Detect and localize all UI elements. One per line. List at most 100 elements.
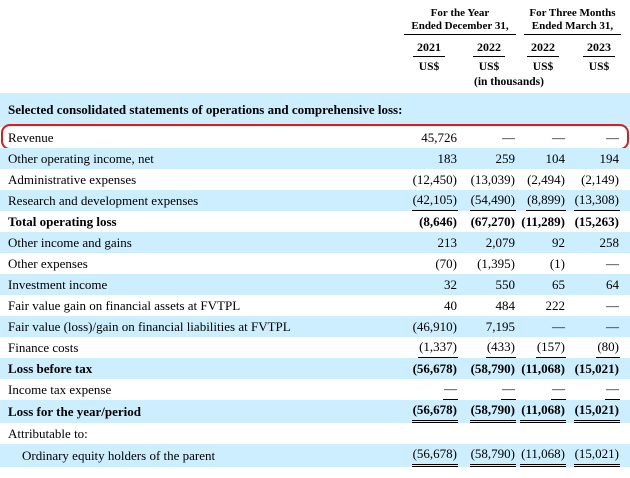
row-value: (1) [549,255,565,271]
section-header: Selected consolidated statements of oper… [8,101,403,117]
row-value: (15,263) [574,213,619,229]
table-row: Loss before tax (56,678) (58,790) (11,06… [0,358,630,379]
column-group-quarterly: For Three Months Ended March 31, [524,7,621,35]
table-row: Fair value gain on financial assets at F… [0,295,630,316]
row-value: (56,678) [412,360,457,376]
row-value: — [502,129,515,145]
row-value: 194 [599,150,620,166]
row-value: (8,646) [419,213,457,229]
column-group-quarterly-line1: For Three Months [529,7,616,19]
row-value: (1,395) [477,255,515,271]
table-row: Revenue 45,726 — — — [0,124,630,150]
row-value: 484 [495,297,516,313]
year-label: 2022 [473,40,505,57]
row-value: 550 [495,276,516,292]
row-value: 7,195 [485,318,515,334]
table-row: Total operating loss (8,646) (67,270) (1… [0,211,630,232]
row-value: (15,021) [573,400,620,423]
column-group-annual-line1: For the Year [430,7,490,19]
row-label: Attributable to: [8,425,88,441]
table-row: Fair value (loss)/gain on financial liab… [0,316,630,337]
row-label: Loss for the year/period [8,403,141,419]
row-value: — [501,379,516,400]
row-value: 64 [606,276,619,292]
table-body: Selected consolidated statements of oper… [0,93,630,467]
row-value: 213 [437,234,458,250]
row-value: (42,105) [411,190,458,211]
row-value: 258 [599,234,620,250]
table-row: Administrative expenses (12,450) (13,039… [0,169,630,190]
table-row: Other income and gains 213 2,079 92 258 [0,232,630,253]
table-row: Other operating income, net 183 259 104 … [0,148,630,169]
column-group-annual-line2: Ended December 31, [411,19,509,32]
row-label: Other income and gains [8,234,132,250]
row-label: Total operating loss [8,213,117,229]
row-value: (11,068) [520,444,566,467]
row-value: — [606,129,619,145]
row-label: Fair value (loss)/gain on financial liab… [8,318,291,334]
row-value: (8,899) [526,190,566,211]
row-value: (46,910) [412,318,457,334]
row-value: 2,079 [485,234,515,250]
row-label: Loss before tax [8,360,93,376]
row-value: 65 [552,276,565,292]
row-value: — [552,318,565,334]
year-label: 2023 [583,40,615,57]
table-row: Finance costs (1,337) (433) (157) (80) [0,337,630,358]
row-value: (2,494) [527,171,565,187]
row-value: 45,726 [421,129,457,145]
row-value: (2,149) [581,171,619,187]
row-value: (70) [435,255,457,271]
row-value: (13,039) [470,171,515,187]
row-value: (58,790) [470,360,515,376]
year-label: 2021 [413,40,445,57]
row-value: 259 [495,150,516,166]
row-label: Administrative expenses [8,171,137,187]
column-group-annual: For the Year Ended December 31, [404,7,516,35]
units-note: (in thousands) [474,76,544,88]
currency-label: US$ [532,61,554,73]
row-value: 183 [437,150,458,166]
table-header: For the Year Ended December 31, For Thre… [0,0,630,93]
column-group-quarterly-line2: Ended March 31, [531,19,614,32]
row-value: — [606,255,619,271]
row-value: (67,270) [470,213,515,229]
table-row: Income tax expense — — — — [0,379,630,400]
row-label: Fair value gain on financial assets at F… [8,297,241,313]
row-value: (58,790) [469,444,516,467]
row-value: 40 [444,297,457,313]
row-value: — [552,129,565,145]
row-value: (58,790) [469,400,516,423]
table-row: Loss for the year/period (56,678) (58,79… [0,400,630,423]
currency-label: US$ [478,61,500,73]
table-row: Research and development expenses (42,10… [0,190,630,211]
row-value: — [606,318,619,334]
row-value: 32 [444,276,457,292]
row-label: Other operating income, net [8,150,154,166]
row-value: (56,678) [411,444,458,467]
table-row: Other expenses (70) (1,395) (1) — [0,253,630,274]
table-row: Attributable to: [0,423,630,444]
row-label: Research and development expenses [8,192,199,208]
row-value: — [606,297,619,313]
row-value: (15,021) [573,444,620,467]
row-value: (11,068) [521,360,565,376]
row-label: Investment income [8,276,108,292]
row-value: (11,068) [520,400,566,423]
row-label: Revenue [8,129,54,145]
row-value: (12,450) [412,171,457,187]
row-value: — [551,379,566,400]
row-value: 222 [545,297,566,313]
row-label: Other expenses [8,255,88,271]
row-value: (11,289) [521,213,565,229]
table-row: Ordinary equity holders of the parent (5… [0,444,630,467]
row-label: Ordinary equity holders of the parent [22,447,216,463]
row-label: Finance costs [8,339,79,355]
row-value: (15,021) [574,360,619,376]
row-value: (157) [535,337,566,358]
section-header-row: Selected consolidated statements of oper… [0,93,630,127]
row-value: (433) [485,337,516,358]
row-value: — [443,379,458,400]
row-value: 104 [545,150,566,166]
